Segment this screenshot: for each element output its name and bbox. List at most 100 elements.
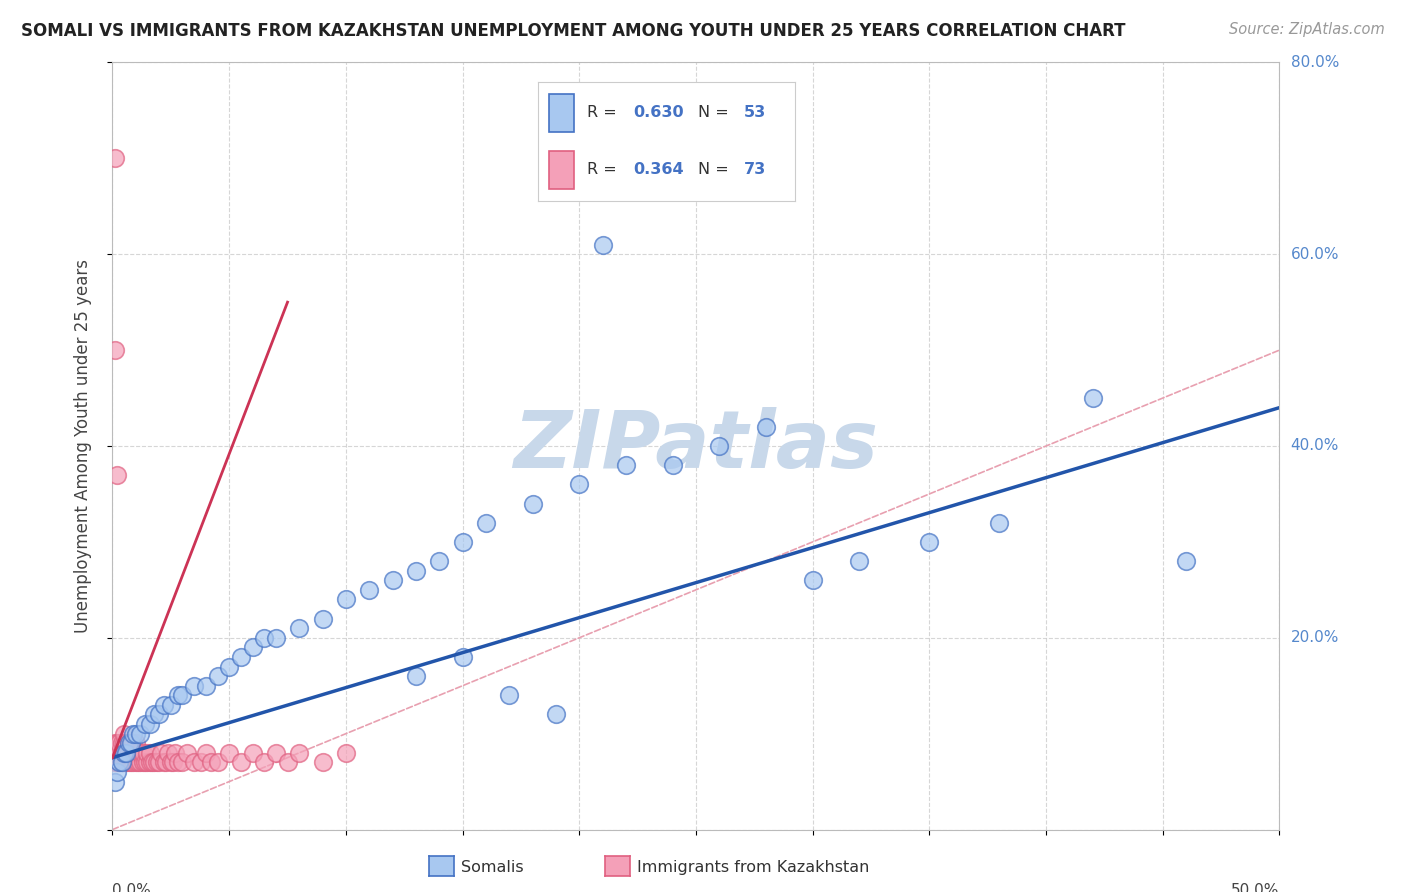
Point — [108, 756, 131, 770]
Point — [242, 640, 264, 655]
Point — [132, 746, 155, 760]
Point — [127, 756, 149, 770]
Point — [108, 736, 131, 750]
Point — [104, 152, 127, 166]
Text: 40.0%: 40.0% — [1291, 439, 1339, 453]
Point — [118, 736, 141, 750]
Point — [381, 574, 404, 588]
Point — [139, 746, 162, 760]
Text: 80.0%: 80.0% — [1291, 55, 1339, 70]
Point — [311, 756, 333, 770]
Point — [115, 736, 138, 750]
Point — [120, 736, 142, 750]
Point — [218, 746, 240, 760]
Point — [112, 746, 135, 760]
Point — [183, 756, 205, 770]
Point — [544, 707, 567, 722]
Point — [112, 756, 135, 770]
Point — [148, 756, 170, 770]
Point — [143, 707, 166, 722]
Point — [115, 756, 138, 770]
Point — [122, 726, 145, 740]
Point — [614, 458, 637, 473]
Point — [129, 756, 152, 770]
Point — [176, 746, 198, 760]
Point — [120, 736, 142, 750]
Point — [112, 746, 135, 760]
Point — [253, 756, 276, 770]
Point — [125, 756, 148, 770]
Point — [139, 717, 162, 731]
Point — [194, 679, 217, 693]
Point — [207, 756, 229, 770]
Point — [709, 439, 731, 453]
Text: Immigrants from Kazakhstan: Immigrants from Kazakhstan — [637, 860, 869, 874]
Point — [1081, 391, 1104, 405]
Point — [451, 535, 474, 549]
Point — [104, 774, 127, 789]
Point — [148, 707, 170, 722]
Point — [172, 756, 194, 770]
Point — [253, 631, 276, 645]
Point — [498, 689, 520, 703]
Point — [127, 746, 149, 760]
Point — [335, 746, 357, 760]
Text: ZIPatlas: ZIPatlas — [513, 407, 879, 485]
Point — [105, 756, 128, 770]
Point — [105, 467, 128, 482]
Point — [160, 698, 183, 712]
Point — [111, 756, 134, 770]
Point — [229, 756, 252, 770]
Point — [166, 689, 188, 703]
Point — [104, 343, 127, 358]
Point — [134, 756, 156, 770]
Point — [108, 746, 131, 760]
Text: 60.0%: 60.0% — [1291, 247, 1339, 261]
Point — [165, 746, 187, 760]
Point — [125, 746, 148, 760]
Point — [451, 649, 474, 664]
Point — [118, 756, 141, 770]
Point — [172, 689, 194, 703]
Point — [118, 736, 141, 750]
Point — [129, 726, 152, 740]
Point — [122, 736, 145, 750]
Point — [218, 659, 240, 673]
Point — [194, 746, 217, 760]
Point — [153, 756, 176, 770]
Point — [115, 746, 138, 760]
Text: SOMALI VS IMMIGRANTS FROM KAZAKHSTAN UNEMPLOYMENT AMONG YOUTH UNDER 25 YEARS COR: SOMALI VS IMMIGRANTS FROM KAZAKHSTAN UNE… — [21, 22, 1126, 40]
Text: Source: ZipAtlas.com: Source: ZipAtlas.com — [1229, 22, 1385, 37]
Point — [132, 756, 155, 770]
Point — [162, 756, 184, 770]
Point — [111, 746, 134, 760]
Point — [242, 746, 264, 760]
Text: Somalis: Somalis — [461, 860, 524, 874]
Point — [335, 592, 357, 607]
Point — [105, 736, 128, 750]
Point — [157, 746, 180, 760]
Point — [190, 756, 212, 770]
Point — [1175, 554, 1198, 568]
Point — [276, 756, 298, 770]
Point — [122, 756, 145, 770]
Point — [139, 756, 162, 770]
Point — [120, 756, 142, 770]
Point — [288, 621, 311, 635]
Point — [125, 736, 148, 750]
Point — [146, 756, 169, 770]
Point — [200, 756, 222, 770]
Point — [801, 574, 824, 588]
Point — [661, 458, 683, 473]
Point — [122, 746, 145, 760]
Point — [104, 746, 127, 760]
Text: 0.0%: 0.0% — [112, 883, 152, 892]
Point — [359, 582, 381, 597]
Point — [264, 631, 287, 645]
Point — [129, 746, 152, 760]
Point — [568, 477, 591, 491]
Point — [141, 756, 163, 770]
Point — [134, 717, 156, 731]
Point — [160, 756, 183, 770]
Point — [153, 698, 176, 712]
